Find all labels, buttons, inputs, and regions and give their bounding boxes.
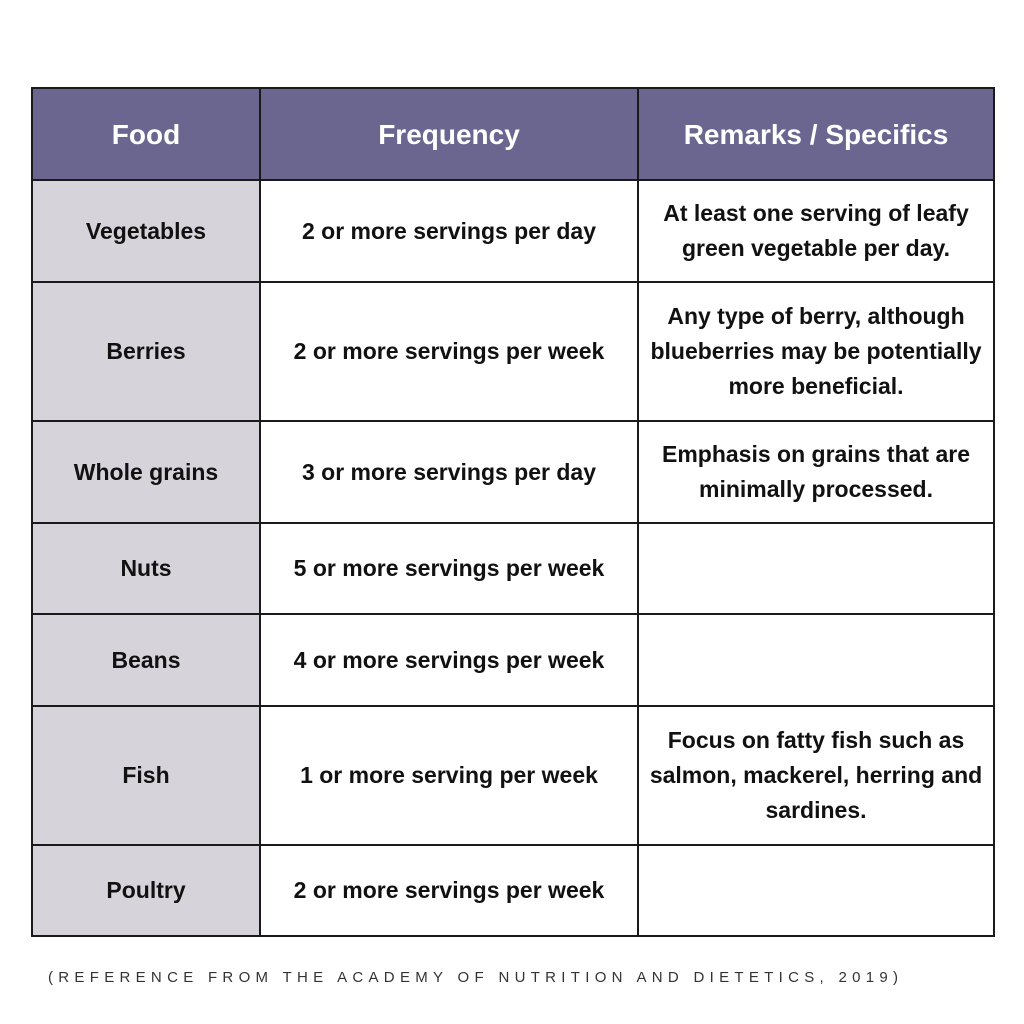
remarks-cell: Emphasis on grains that are minimally pr… — [637, 420, 995, 524]
frequency-cell: 2 or more servings per week — [259, 281, 639, 422]
diet-recommendation-table: Food Frequency Remarks / Specifics Veget… — [31, 87, 995, 937]
frequency-cell: 2 or more servings per day — [259, 179, 639, 283]
frequency-cell: 5 or more servings per week — [259, 522, 639, 615]
remarks-cell: Any type of berry, although blueberries … — [637, 281, 995, 422]
food-cell: Vegetables — [31, 179, 261, 283]
header-frequency: Frequency — [259, 87, 639, 181]
remarks-cell — [637, 522, 995, 615]
frequency-cell: 4 or more servings per week — [259, 613, 639, 707]
table-header: Food Frequency Remarks / Specifics — [31, 87, 995, 181]
food-cell: Berries — [31, 281, 261, 422]
header-food: Food — [31, 87, 261, 181]
remarks-cell: Focus on fatty fish such as salmon, mack… — [637, 705, 995, 846]
table-row: Vegetables 2 or more servings per day At… — [31, 179, 995, 283]
food-cell: Nuts — [31, 522, 261, 615]
header-remarks: Remarks / Specifics — [637, 87, 995, 181]
diet-table-container: Food Frequency Remarks / Specifics Veget… — [31, 87, 995, 937]
table-row: Nuts 5 or more servings per week — [31, 522, 995, 615]
frequency-cell: 2 or more servings per week — [259, 844, 639, 937]
frequency-cell: 3 or more servings per day — [259, 420, 639, 524]
remarks-cell — [637, 613, 995, 707]
table-row: Beans 4 or more servings per week — [31, 613, 995, 707]
table-row: Poultry 2 or more servings per week — [31, 844, 995, 937]
remarks-cell — [637, 844, 995, 937]
table-row: Fish 1 or more serving per week Focus on… — [31, 705, 995, 846]
food-cell: Beans — [31, 613, 261, 707]
table-body: Vegetables 2 or more servings per day At… — [31, 179, 995, 937]
header-row: Food Frequency Remarks / Specifics — [31, 87, 995, 181]
food-cell: Poultry — [31, 844, 261, 937]
food-cell: Whole grains — [31, 420, 261, 524]
frequency-cell: 1 or more serving per week — [259, 705, 639, 846]
table-row: Whole grains 3 or more servings per day … — [31, 420, 995, 524]
food-cell: Fish — [31, 705, 261, 846]
reference-footnote: (REFERENCE FROM THE ACADEMY OF NUTRITION… — [48, 969, 904, 986]
table-row: Berries 2 or more servings per week Any … — [31, 281, 995, 422]
remarks-cell: At least one serving of leafy green vege… — [637, 179, 995, 283]
